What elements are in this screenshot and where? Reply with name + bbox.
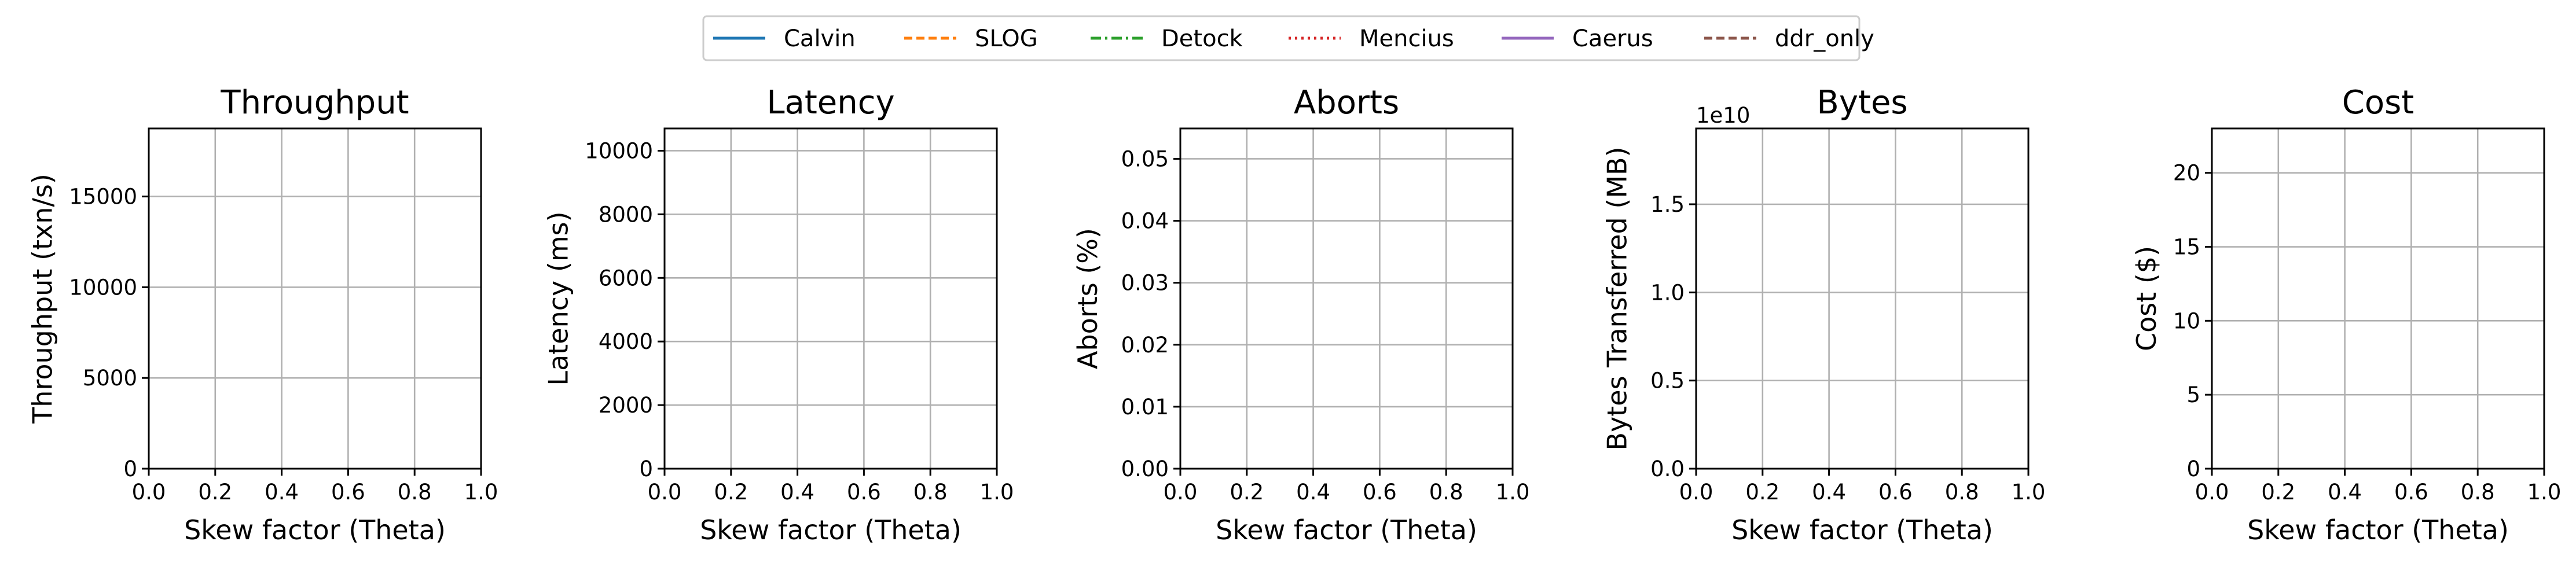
chart-panel-cost: 0.0 0.2 0.4 0.6 0.8 1.0 0 5 10 15 20 Cost Skew facto… [2131,84,2561,546]
y-axis-label: Bytes Transferred (MB) [1602,146,1633,450]
x-tick-label: 0.6 [1363,480,1397,505]
x-tick-label: 0.0 [1679,480,1713,505]
x-axis-label: Skew factor (Theta) [700,514,962,546]
y-tick-label: 10 [2173,308,2200,333]
y-tick-label: 10000 [69,275,137,300]
x-tick-label: 1.0 [2527,480,2562,505]
y-axis-label: Cost ($) [2131,246,2162,351]
y-tick-label: 6000 [599,266,653,290]
x-tick-label: 0.4 [780,480,814,505]
x-tick-label: 0.2 [2261,480,2295,505]
legend-label: SLOG [975,25,1038,52]
axes-frame [1695,127,2030,470]
y-tick-label: 20 [2173,161,2200,186]
y-tick-label: 5000 [83,366,137,391]
legend-label: Detock [1161,25,1243,52]
chart-title: Bytes [1817,84,1907,122]
x-tick-label: 0.4 [1812,480,1846,505]
y-tick-label: 0.01 [1121,395,1169,420]
x-tick-label: 0.6 [847,480,881,505]
y-tick-label: 1.5 [1650,192,1685,217]
x-tick-label: 0.4 [1296,480,1330,505]
x-tick-label: 0.2 [1230,480,1264,505]
y-tick-label: 0 [639,457,653,481]
x-tick-label: 0.4 [265,480,299,505]
axes-frame [663,127,998,470]
y-tick-label: 4000 [599,329,653,354]
y-tick-label: 1.0 [1650,280,1685,305]
x-axis-label: Skew factor (Theta) [184,514,446,546]
chart-title: Throughput [220,84,409,122]
x-axis-label: Skew factor (Theta) [1731,514,1993,546]
x-tick-label: 1.0 [980,480,1014,505]
y-tick-label: 15 [2173,235,2200,260]
x-tick-label: 1.0 [464,480,498,505]
chart-panels: 0.0 0.2 0.4 0.6 0.8 1.0 0 5000 10000 15000 Through… [27,84,2562,546]
axes-frame [2211,127,2545,470]
x-tick-label: 0.6 [331,480,365,505]
x-tick-label: 0.8 [1945,480,1979,505]
x-tick-label: 0.2 [198,480,232,505]
legend-label: Caerus [1572,25,1653,52]
axes-frame [1179,127,1514,470]
y-tick-label: 15000 [69,185,137,209]
chart-title: Cost [2342,84,2414,122]
x-axis-label: Skew factor (Theta) [1216,514,1477,546]
y-tick-label: 0 [2186,457,2200,481]
y-tick-label: 0 [123,457,137,481]
y-tick-label: 0.04 [1121,209,1169,234]
x-tick-label: 0.4 [2328,480,2362,505]
x-tick-label: 0.0 [1164,480,1198,505]
x-axis-label: Skew factor (Theta) [2247,514,2509,546]
chart-panel-latency: 0.0 0.2 0.4 0.6 0.8 1.0 0 2000 4000 6000 8000 10000… [543,84,1014,546]
y-tick-label: 8000 [599,202,653,227]
chart-panel-aborts: 0.0 0.2 0.4 0.6 0.8 1.0 0.00 0.01 0.02 0.03 0.04 0.… [1072,84,1529,546]
x-tick-label: 0.0 [648,480,682,505]
legend-frame [702,15,1861,61]
y-axis-label: Aborts (%) [1072,228,1103,369]
x-tick-label: 0.8 [2461,480,2495,505]
x-tick-label: 1.0 [1496,480,1530,505]
legend-label: Mencius [1359,25,1454,52]
x-tick-label: 0.6 [2394,480,2428,505]
y-axis-label: Latency (ms) [543,211,574,385]
x-tick-label: 1.0 [2012,480,2046,505]
y-tick-label: 2000 [599,393,653,418]
x-tick-label: 0.0 [2195,480,2229,505]
legend: Calvin SLOG Detock Mencius Caerus ddr_only [702,15,1874,61]
x-tick-label: 0.8 [913,480,948,505]
y-tick-label: 5 [2186,382,2200,407]
x-tick-label: 0.0 [132,480,166,505]
y-tick-label: 0.00 [1121,457,1169,481]
y-tick-label: 0.0 [1650,457,1685,481]
y-tick-label: 0.03 [1121,271,1169,296]
y-axis-label: Throughput (txn/s) [27,174,58,424]
x-tick-label: 0.6 [1878,480,1913,505]
y-tick-label: 0.05 [1121,146,1169,171]
x-tick-label: 0.2 [714,480,748,505]
axis-offset-text: 1e10 [1696,103,1750,128]
x-tick-label: 0.8 [398,480,432,505]
axes-frame [148,127,482,470]
x-tick-label: 0.8 [1429,480,1463,505]
y-tick-label: 10000 [585,138,653,163]
chart-panel-bytes: 0.0 0.2 0.4 0.6 0.8 1.0 0.0 0.5 1.0 1.5 1e10 Bytes S… [1602,84,2046,546]
y-tick-label: 0.02 [1121,333,1169,358]
chart-title: Aborts [1294,84,1399,122]
chart-panel-throughput: 0.0 0.2 0.4 0.6 0.8 1.0 0 5000 10000 15000 Through… [27,84,498,546]
x-tick-label: 0.2 [1745,480,1779,505]
y-tick-label: 0.5 [1650,369,1685,393]
legend-label: ddr_only [1775,25,1874,52]
legend-label: Calvin [784,25,856,52]
chart-title: Latency [766,84,894,122]
